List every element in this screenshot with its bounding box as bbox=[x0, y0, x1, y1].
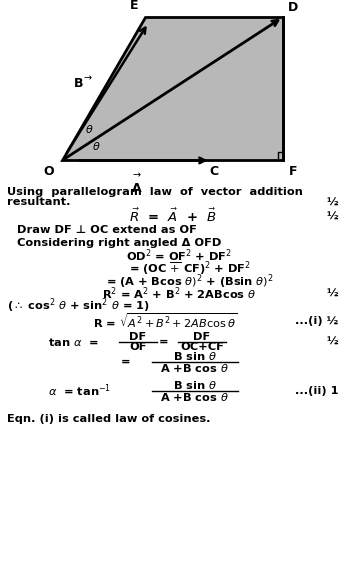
Text: ...(ii) 1: ...(ii) 1 bbox=[295, 386, 338, 396]
Text: R$^2$ = A$^2$ + B$^2$ + 2ABcos $\theta$: R$^2$ = A$^2$ + B$^2$ + 2ABcos $\theta$ bbox=[102, 286, 257, 302]
Text: ½: ½ bbox=[326, 289, 338, 299]
Text: $\alpha$  = tan$^{-1}$: $\alpha$ = tan$^{-1}$ bbox=[48, 383, 111, 399]
Polygon shape bbox=[62, 17, 283, 160]
Text: $\rightarrow$: $\rightarrow$ bbox=[130, 170, 142, 180]
Text: ½: ½ bbox=[326, 211, 338, 222]
Text: = (OC $\overline{+}$ CF)$^2$ + DF$^2$: = (OC $\overline{+}$ CF)$^2$ + DF$^2$ bbox=[129, 260, 251, 278]
Text: OD$^2$ = OF$^2$ + DF$^2$: OD$^2$ = OF$^2$ + DF$^2$ bbox=[126, 248, 233, 264]
Text: tan $\alpha$  =: tan $\alpha$ = bbox=[48, 336, 99, 348]
Text: R = $\sqrt{A^2 + B^2 + 2AB\cos\theta}$: R = $\sqrt{A^2 + B^2 + 2AB\cos\theta}$ bbox=[93, 312, 238, 330]
Text: OC+CF: OC+CF bbox=[180, 342, 224, 352]
Text: F: F bbox=[289, 165, 297, 178]
Text: $\rightarrow$: $\rightarrow$ bbox=[82, 72, 94, 83]
Text: =: = bbox=[121, 357, 130, 367]
Text: =: = bbox=[159, 337, 169, 347]
Text: DF: DF bbox=[129, 332, 147, 343]
Text: ½: ½ bbox=[326, 337, 338, 347]
Text: C: C bbox=[209, 165, 218, 178]
Text: A +B cos $\theta$: A +B cos $\theta$ bbox=[160, 362, 229, 374]
Text: ...(i) ½: ...(i) ½ bbox=[295, 316, 338, 326]
Text: Considering right angled Δ OFD: Considering right angled Δ OFD bbox=[17, 238, 221, 248]
Text: DF: DF bbox=[193, 332, 210, 343]
Text: OF: OF bbox=[129, 342, 147, 352]
Text: A: A bbox=[131, 182, 141, 195]
Text: = (A + Bcos $\theta)^2$ + (Bsin $\theta)^2$: = (A + Bcos $\theta)^2$ + (Bsin $\theta)… bbox=[106, 272, 274, 291]
Text: $\theta$: $\theta$ bbox=[86, 123, 94, 135]
Text: Draw DF ⊥ OC extend as OF: Draw DF ⊥ OC extend as OF bbox=[17, 225, 197, 236]
Text: Eqn. (i) is called law of cosines.: Eqn. (i) is called law of cosines. bbox=[7, 414, 210, 425]
Text: ½: ½ bbox=[326, 197, 338, 207]
Text: resultant.: resultant. bbox=[7, 197, 70, 207]
Text: O: O bbox=[43, 165, 53, 178]
Text: B sin $\theta$: B sin $\theta$ bbox=[173, 379, 217, 391]
Text: E: E bbox=[130, 0, 139, 11]
Text: $\theta$: $\theta$ bbox=[92, 140, 101, 152]
Text: B: B bbox=[74, 77, 83, 89]
Text: Using  parallelogram  law  of  vector  addition: Using parallelogram law of vector additi… bbox=[7, 187, 303, 197]
Text: ($\therefore$ cos$^2$ $\theta$ + sin$^2$ $\theta$ = 1): ($\therefore$ cos$^2$ $\theta$ + sin$^2$… bbox=[7, 297, 150, 315]
Text: B sin $\theta$: B sin $\theta$ bbox=[173, 351, 217, 362]
Text: D: D bbox=[288, 2, 298, 14]
Text: $\vec{R}$  =  $\vec{A}$  +  $\vec{B}$: $\vec{R}$ = $\vec{A}$ + $\vec{B}$ bbox=[129, 208, 216, 225]
Text: A +B cos $\theta$: A +B cos $\theta$ bbox=[160, 391, 229, 402]
